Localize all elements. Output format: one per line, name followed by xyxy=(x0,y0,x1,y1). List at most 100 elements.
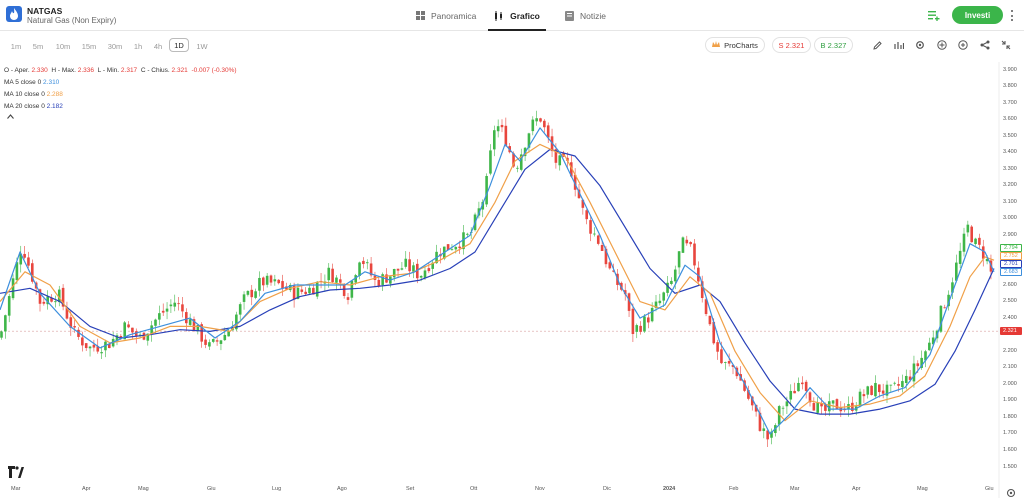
candle-body xyxy=(901,381,904,388)
x-tick-label: Apr xyxy=(82,486,91,492)
candle-body xyxy=(466,233,469,235)
candle-body xyxy=(893,382,896,384)
timeframe-4h[interactable]: 4h xyxy=(153,41,163,51)
candle-body xyxy=(369,263,373,276)
collapse-legend-icon[interactable] xyxy=(4,110,17,122)
settings-icon[interactable] xyxy=(913,38,927,52)
timeframe-15m[interactable]: 15m xyxy=(81,41,97,51)
tab-panoramica[interactable]: Panoramica xyxy=(416,0,476,31)
ma5-row[interactable]: MA 5 close 0 2.310 xyxy=(4,77,237,89)
candles-icon xyxy=(494,10,504,21)
buy-price-button[interactable]: B 2.327 xyxy=(814,37,853,53)
candle-body xyxy=(81,337,84,346)
y-tick-label: 2.400 xyxy=(1003,314,1017,321)
axis-settings-icon[interactable] xyxy=(1006,485,1016,498)
timeframe-1m[interactable]: 1m xyxy=(10,41,22,51)
indicators-icon[interactable] xyxy=(892,38,906,52)
candle-body xyxy=(19,253,23,265)
candle-body xyxy=(308,287,311,294)
timeframe-5m[interactable]: 5m xyxy=(32,41,44,51)
pencil-icon[interactable] xyxy=(870,38,884,52)
candle-body xyxy=(154,319,157,326)
candle-body xyxy=(750,396,754,406)
tradingview-logo-icon[interactable] xyxy=(8,465,24,478)
candle-body xyxy=(731,364,735,367)
candle-body xyxy=(161,310,165,313)
news-icon xyxy=(565,10,574,21)
candle-body xyxy=(416,263,419,279)
candle-body xyxy=(881,390,885,394)
buy-price: 2.327 xyxy=(827,40,847,50)
y-tick-label: 2.500 xyxy=(1003,298,1017,305)
candle-body xyxy=(662,292,665,301)
candle-body xyxy=(666,282,669,293)
invest-button[interactable]: Investi xyxy=(952,6,1003,24)
tab-notizie[interactable]: Notizie xyxy=(565,0,606,31)
candle-body xyxy=(335,277,338,283)
candle-body xyxy=(685,239,689,244)
candle-body xyxy=(57,289,61,303)
candle-body xyxy=(431,262,434,269)
candle-body xyxy=(354,275,357,283)
y-tick-label: 1.700 xyxy=(1003,430,1017,437)
candle-body xyxy=(785,401,789,407)
more-menu-icon[interactable] xyxy=(1009,8,1015,23)
ma10-row[interactable]: MA 10 close 0 2.288 xyxy=(4,89,237,101)
x-tick-label: Mag xyxy=(917,486,928,492)
candle-body xyxy=(273,279,277,282)
sell-price: 2.321 xyxy=(785,40,805,50)
collapse-icon[interactable] xyxy=(999,38,1013,52)
candle-body xyxy=(804,381,808,391)
candle-body xyxy=(188,319,192,325)
watchlist-button[interactable] xyxy=(925,7,943,24)
procharts-button[interactable]: ProCharts xyxy=(705,37,765,53)
candle-body xyxy=(258,277,261,291)
ma20-row[interactable]: MA 20 close 0 2.182 xyxy=(4,101,237,113)
y-tick-label: 3.900 xyxy=(1003,66,1017,73)
candle-body xyxy=(446,244,450,251)
candle-body xyxy=(127,324,130,328)
timeframe-1d[interactable]: 1D xyxy=(169,38,189,52)
candle-body xyxy=(362,260,365,265)
candle-body xyxy=(885,384,889,396)
tab-grafico[interactable]: Grafico xyxy=(488,0,546,31)
tab-panoramica-label: Panoramica xyxy=(431,10,477,21)
price-chart[interactable] xyxy=(0,62,1024,498)
procharts-label: ProCharts xyxy=(724,40,758,50)
share-icon[interactable] xyxy=(978,38,992,52)
timeframe-1w[interactable]: 1W xyxy=(196,41,208,51)
x-tick-label: Dic xyxy=(603,486,611,492)
candle-body xyxy=(392,268,396,278)
timeframe-10m[interactable]: 10m xyxy=(55,41,71,51)
add-icon[interactable] xyxy=(935,38,949,52)
candle-body xyxy=(812,403,816,411)
sell-price-button[interactable]: S 2.321 xyxy=(772,37,811,53)
y-tick-label: 3.400 xyxy=(1003,149,1017,156)
y-tick-label: 3.500 xyxy=(1003,132,1017,139)
x-tick-label: Set xyxy=(406,486,415,492)
candle-body xyxy=(512,153,515,167)
candle-body xyxy=(627,293,631,311)
ma10-line xyxy=(0,143,995,422)
candle-body xyxy=(462,232,465,250)
candle-body xyxy=(516,167,519,169)
ma5-line xyxy=(0,127,995,435)
candle-body xyxy=(573,174,577,190)
candle-body xyxy=(223,334,227,341)
high-label: H - Max. xyxy=(51,67,76,74)
candle-body xyxy=(246,290,250,295)
candle-body xyxy=(904,375,908,384)
candle-body xyxy=(770,431,773,438)
open-value: 2.330 xyxy=(31,67,48,74)
add-layer-icon[interactable] xyxy=(956,38,970,52)
candle-body xyxy=(535,118,538,122)
candle-body xyxy=(342,283,346,296)
ma5-label: MA 5 close 0 xyxy=(4,79,42,86)
candle-body xyxy=(527,133,531,148)
candle-body xyxy=(84,343,88,349)
timeframe-1h[interactable]: 1h xyxy=(133,41,143,51)
candle-body xyxy=(908,376,912,380)
candle-body xyxy=(4,315,7,332)
timeframe-30m[interactable]: 30m xyxy=(107,41,123,51)
price-tag: 2.321 xyxy=(1000,327,1022,335)
